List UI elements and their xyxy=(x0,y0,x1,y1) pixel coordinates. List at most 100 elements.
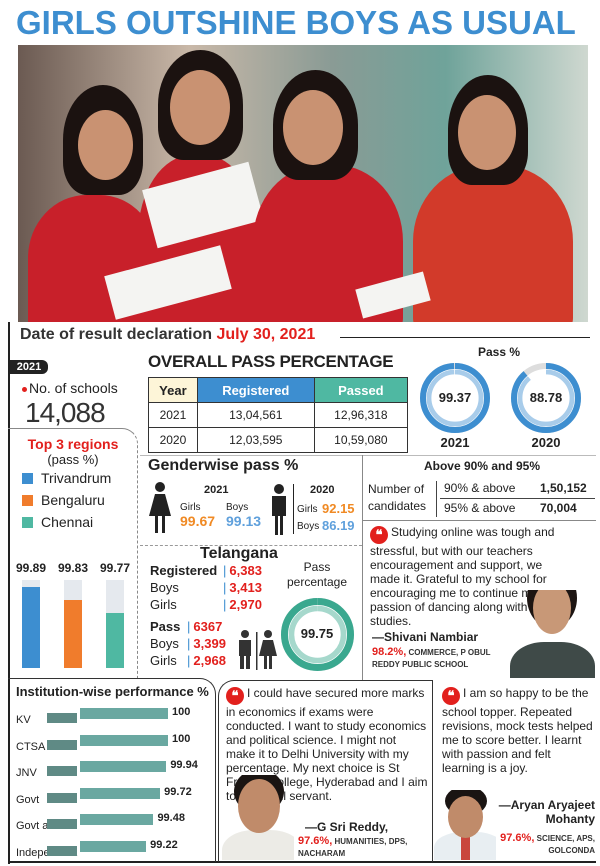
bar-value-label: 99.48 xyxy=(157,812,185,824)
divider xyxy=(362,520,596,521)
donut-inner xyxy=(517,369,575,427)
year-badge: 2021 xyxy=(10,360,48,374)
institution-title: Institution-wise performance % xyxy=(16,684,209,699)
donut-inner xyxy=(288,605,346,663)
above-title: Above 90% and 95% xyxy=(423,459,541,473)
bar-value-label: 99.77 xyxy=(99,561,131,575)
schools-label: No. of schools xyxy=(22,380,118,396)
legend-swatch xyxy=(22,517,33,528)
bar-shadow xyxy=(47,739,77,750)
bar xyxy=(64,599,82,668)
cell-year: 2021 xyxy=(148,402,198,428)
tel-value: 6,383 xyxy=(229,563,262,578)
donut-year-label: 2021 xyxy=(440,435,470,450)
boy-girl-icon xyxy=(239,630,277,670)
schools-label-text: No. of schools xyxy=(29,380,118,396)
girl-figure-icon xyxy=(149,482,171,533)
regions-subtitle: (pass %) xyxy=(47,452,99,467)
gw-2020-boys-value: 86.19 xyxy=(322,518,355,533)
quote-meta: 97.6%, SCIENCE, APS, GOLCONDA xyxy=(498,832,595,857)
frame-bottom xyxy=(8,861,596,863)
telangana-pass-donut xyxy=(280,597,354,671)
quote-author: —Aryan Aryajeet Mohanty xyxy=(498,798,595,826)
bar xyxy=(80,708,168,719)
donut-inner xyxy=(426,369,484,427)
bar-shadow xyxy=(47,845,77,856)
tel-pass-girls: Girls | 2,968 xyxy=(150,653,226,668)
gw-2020-boys-label: Boys xyxy=(297,521,320,532)
bullet-icon xyxy=(22,386,27,392)
bar-value-label: 99.94 xyxy=(170,759,198,771)
divider xyxy=(362,455,363,680)
legend-item: Trivandrum xyxy=(22,470,111,486)
quote-text: I could have secured more marks in econo… xyxy=(226,686,428,803)
above-95-label: 95% & above xyxy=(444,501,516,515)
gw-2021-girls-value: 99.67 xyxy=(180,513,216,529)
result-date: Date of result declaration July 30, 2021 xyxy=(20,326,315,344)
tel-registered: Registered | 6,383 xyxy=(150,563,262,578)
bar-value-label: 100 xyxy=(172,706,191,718)
header-year: Year xyxy=(148,377,198,403)
divider xyxy=(293,484,294,534)
quote-icon: ❝ xyxy=(370,526,388,544)
bar-shadow xyxy=(47,819,77,829)
pass-pct-title: Pass % xyxy=(478,345,521,359)
boy-figure-icon xyxy=(272,484,286,535)
tel-value: 2,970 xyxy=(229,597,262,612)
legend-swatch xyxy=(22,495,33,506)
above-90-label: 90% & above xyxy=(444,481,516,495)
gw-2021-year: 2021 xyxy=(204,484,229,496)
quote-icon: ❝ xyxy=(226,687,244,705)
tel-value: 3,413 xyxy=(229,580,262,595)
bar xyxy=(80,814,154,825)
gw-2020-year: 2020 xyxy=(310,484,335,496)
tel-pass-boys: Boys | 3,399 xyxy=(150,636,226,651)
tel-label: Girls xyxy=(150,653,177,668)
legend-label: Trivandrum xyxy=(41,470,112,486)
tel-value: 6367 xyxy=(193,619,223,634)
date-label: Date of result declaration xyxy=(20,326,213,343)
table-row: 2021 13,04,561 12,96,318 xyxy=(148,402,409,428)
institution-label: KV xyxy=(16,714,31,726)
pass-pct-donut xyxy=(511,363,581,433)
tel-label: Boys xyxy=(150,636,179,651)
quote-detail: COMMERCE, P OBUL REDDY PUBLIC SCHOOL xyxy=(372,648,491,669)
donut-value: 99.75 xyxy=(300,626,334,641)
donut-value: 99.37 xyxy=(438,390,472,405)
genderwise-title: Genderwise pass % xyxy=(148,457,299,474)
institution-panel xyxy=(8,678,216,862)
donut-year-label: 2020 xyxy=(531,435,561,450)
tel-reg-girls: Girls | 2,970 xyxy=(150,597,262,612)
frame-left xyxy=(8,322,10,864)
bar-shadow xyxy=(47,766,77,776)
bar xyxy=(80,734,168,746)
cell-registered: 13,04,561 xyxy=(196,402,315,428)
above-90-value: 1,50,152 xyxy=(540,481,587,495)
telangana-title: Telangana xyxy=(200,545,278,562)
shivani-photo xyxy=(502,590,595,678)
gw-2021-boys-label: Boys xyxy=(226,502,249,513)
divider xyxy=(436,481,437,517)
divider xyxy=(340,337,590,338)
legend-label: Bengaluru xyxy=(41,492,105,508)
tel-label: Registered xyxy=(150,563,218,578)
aryan-photo xyxy=(434,790,496,860)
bar-shadow xyxy=(47,792,77,803)
gw-2020-girls-label: Girls xyxy=(297,504,318,515)
cell-registered: 12,03,595 xyxy=(196,427,315,453)
tel-value: 3,399 xyxy=(193,636,226,651)
tel-value: 2,968 xyxy=(193,653,226,668)
quote-author: —G Sri Reddy, xyxy=(305,820,389,834)
cell-passed: 12,96,318 xyxy=(313,402,409,428)
overall-title: OVERALL PASS PERCENTAGE xyxy=(148,352,394,371)
bar xyxy=(80,761,167,772)
divider xyxy=(140,545,362,546)
tel-pass: Pass | 6367 xyxy=(150,619,223,634)
tel-reg-boys: Boys | 3,413 xyxy=(150,580,262,595)
bar-value-label: 99.72 xyxy=(164,785,192,798)
legend-swatch xyxy=(22,473,33,484)
date-value: July 30, 2021 xyxy=(216,326,316,343)
students-photo xyxy=(18,45,588,322)
divider xyxy=(440,498,595,499)
legend-item: Bengaluru xyxy=(22,492,105,508)
